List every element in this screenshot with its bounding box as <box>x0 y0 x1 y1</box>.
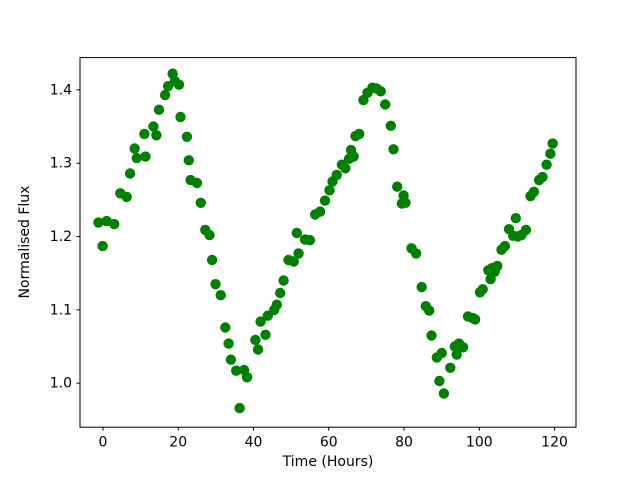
data-point <box>545 148 556 159</box>
data-point <box>436 347 447 359</box>
x-axis-label: Time (Hours) <box>282 454 374 470</box>
x-tick-label: 80 <box>395 435 413 451</box>
data-point <box>97 240 108 252</box>
data-point <box>547 138 558 149</box>
data-point <box>215 290 226 301</box>
data-point <box>210 279 221 290</box>
x-axis-ticks: 0 20 40 60 80 100 120 <box>98 427 568 451</box>
data-point <box>181 131 193 142</box>
data-point <box>445 362 456 373</box>
y-tick-label: 1.2 <box>50 229 72 245</box>
y-tick-label: 1.0 <box>50 376 72 392</box>
data-point <box>438 388 450 399</box>
data-point <box>324 185 335 196</box>
x-tick-label: 40 <box>245 435 263 451</box>
data-point <box>183 155 194 166</box>
data-point <box>388 144 399 155</box>
data-point <box>520 224 532 236</box>
data-point <box>348 151 359 162</box>
data-point <box>426 330 437 341</box>
data-point <box>424 305 435 316</box>
data-point <box>231 365 242 376</box>
data-point <box>255 316 266 327</box>
data-point <box>541 159 552 170</box>
data-point <box>288 256 299 267</box>
data-point <box>319 195 331 206</box>
data-point <box>499 240 511 252</box>
data-point <box>400 197 411 208</box>
data-point <box>220 322 231 333</box>
x-tick-label: 120 <box>541 435 568 451</box>
data-point <box>457 342 469 353</box>
data-point <box>416 281 427 293</box>
data-point <box>331 169 342 181</box>
data-point <box>293 248 304 259</box>
data-point <box>510 213 521 224</box>
data-point <box>385 120 396 131</box>
data-point <box>375 86 386 97</box>
data-point <box>223 338 234 349</box>
y-tick-label: 1.4 <box>50 82 72 98</box>
data-point <box>173 79 185 90</box>
x-tick-label: 0 <box>98 435 107 451</box>
data-point <box>537 171 548 183</box>
data-point <box>304 235 316 246</box>
data-point <box>195 197 206 208</box>
data-point <box>93 217 104 228</box>
data-point <box>129 143 140 154</box>
y-tick-label: 1.1 <box>50 302 72 318</box>
data-point <box>191 177 203 189</box>
data-point <box>109 218 120 230</box>
data-point <box>314 206 326 217</box>
data-point <box>528 186 540 197</box>
data-point <box>278 275 289 286</box>
data-point <box>291 227 302 239</box>
data-point <box>275 287 286 299</box>
data-point <box>392 181 403 192</box>
data-point <box>124 168 136 179</box>
data-point <box>477 284 488 295</box>
data-point <box>340 163 351 174</box>
data-point <box>271 299 282 310</box>
data-point <box>175 111 186 123</box>
data-point <box>434 375 445 387</box>
data-point <box>260 329 271 340</box>
data-point <box>204 229 215 241</box>
data-point <box>492 260 503 272</box>
scatter-points <box>93 68 558 414</box>
data-point <box>252 344 264 355</box>
x-tick-label: 100 <box>466 435 493 451</box>
data-point <box>153 104 165 115</box>
data-point <box>151 130 162 141</box>
data-point <box>131 152 142 164</box>
data-point <box>451 349 462 360</box>
data-point <box>121 191 132 203</box>
data-point <box>139 128 150 140</box>
data-point <box>250 334 261 346</box>
y-axis-ticks: 1.0 1.1 1.2 1.3 1.4 <box>50 82 80 392</box>
data-point <box>225 354 237 365</box>
data-point <box>159 89 171 101</box>
data-point <box>410 248 422 259</box>
x-tick-label: 60 <box>320 435 338 451</box>
data-point <box>148 121 159 132</box>
data-point <box>354 128 365 140</box>
data-point <box>469 314 481 325</box>
data-point <box>234 402 245 414</box>
data-point <box>380 99 391 110</box>
y-tick-label: 1.3 <box>50 156 72 172</box>
data-point <box>140 151 151 162</box>
y-axis-label: Normalised Flux <box>17 186 33 299</box>
data-point <box>206 254 218 266</box>
data-point <box>241 372 253 383</box>
plot-area-border <box>79 57 577 428</box>
x-tick-label: 20 <box>169 435 187 451</box>
